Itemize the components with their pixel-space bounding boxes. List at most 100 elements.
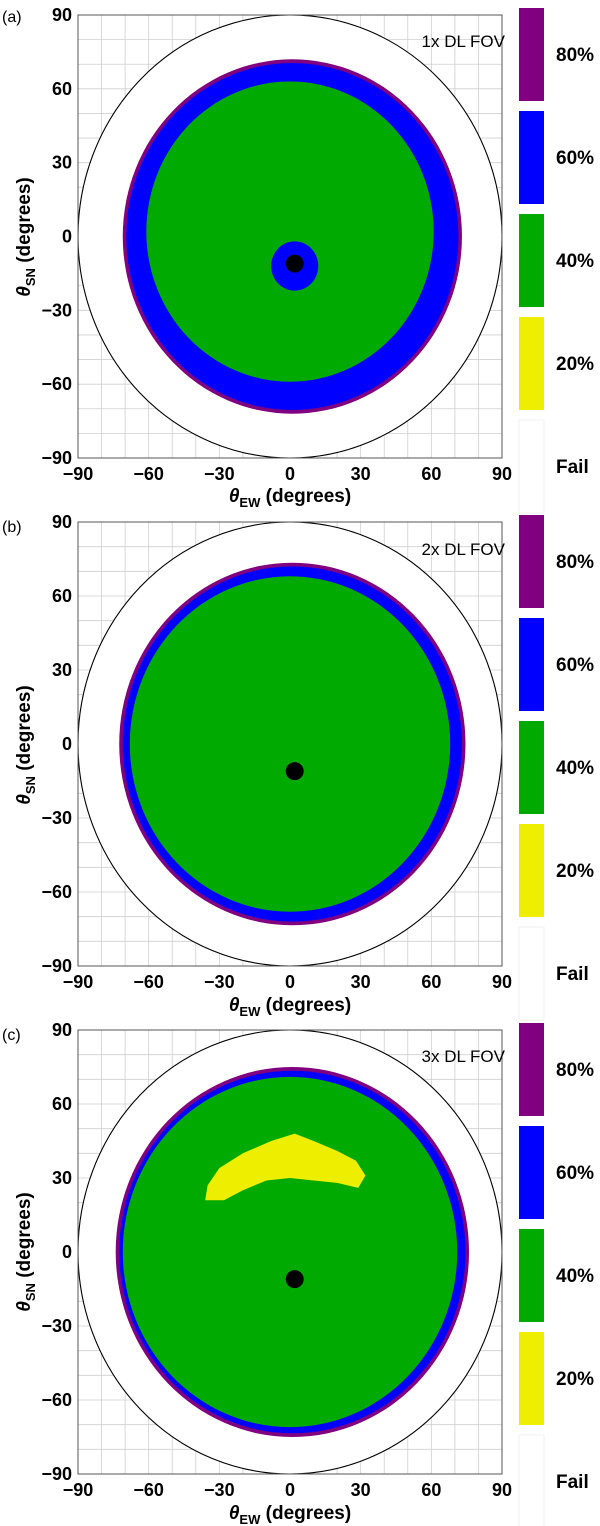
- x-tick-label: −60: [133, 464, 164, 484]
- plot-frame: [77, 521, 503, 967]
- legend-label: 20%: [556, 1369, 594, 1390]
- plot-area: [78, 522, 502, 966]
- legend-label: 20%: [556, 861, 594, 882]
- panel-a-xlabel: θEW (degrees): [229, 486, 351, 510]
- legend-swatch: [518, 1434, 545, 1526]
- y-tick-label: 30: [52, 1168, 72, 1188]
- panel-b-label: (b): [2, 519, 22, 536]
- plot-frame: [77, 14, 503, 459]
- panel-c-xlabel: θEW (degrees): [229, 1503, 351, 1526]
- x-tick-label: 30: [351, 972, 371, 992]
- y-tick-label: −30: [41, 300, 72, 320]
- legend-label: 60%: [556, 655, 594, 676]
- y-tick-label: 0: [62, 734, 72, 754]
- panel-a-label: (a): [2, 9, 22, 26]
- plot-frame: [77, 1029, 503, 1475]
- plot-area: [78, 15, 502, 458]
- legend-label: 80%: [556, 1060, 594, 1081]
- panel-b-ylabel: θSN (degrees): [14, 685, 38, 804]
- y-tick-label: 60: [52, 79, 72, 99]
- panel-b-title: 2x DL FOV: [422, 540, 506, 559]
- y-tick-label: 30: [52, 660, 72, 680]
- y-tick-label: 60: [52, 1094, 72, 1114]
- x-tick-label: 30: [351, 464, 371, 484]
- zenith-marker: [285, 762, 304, 781]
- y-tick-label: −60: [41, 374, 72, 394]
- legend-swatch: [519, 1229, 544, 1322]
- region-40pct: [122, 1076, 458, 1428]
- legend-label: 80%: [556, 552, 594, 573]
- x-tick-label: −90: [63, 972, 94, 992]
- y-tick-label: 90: [52, 1020, 72, 1040]
- panel-b-xlabel: θEW (degrees): [229, 995, 351, 1019]
- y-tick-label: −90: [41, 1464, 72, 1484]
- legend-label: 20%: [556, 354, 594, 375]
- legend-label: 40%: [556, 758, 594, 779]
- x-tick-label: 60: [421, 464, 441, 484]
- legend-swatch: [519, 515, 544, 608]
- x-tick-label: 0: [285, 972, 295, 992]
- x-tick-label: 60: [421, 1480, 441, 1500]
- x-tick-label: −30: [204, 972, 235, 992]
- legend-label: 60%: [556, 1163, 594, 1184]
- legend-swatch: [519, 824, 544, 917]
- x-tick-label: −30: [204, 1480, 235, 1500]
- panel-c-ylabel: θSN (degrees): [14, 1192, 38, 1311]
- y-tick-label: −90: [41, 956, 72, 976]
- legend-swatch: [518, 419, 545, 514]
- y-tick-label: −30: [41, 808, 72, 828]
- x-tick-label: 60: [421, 972, 441, 992]
- legend-label: Fail: [556, 1472, 589, 1493]
- panel-a-ylabel: θSN (degrees): [14, 177, 38, 296]
- y-tick-label: 30: [52, 153, 72, 173]
- legend-swatch: [519, 1126, 544, 1219]
- panel-a-plot: −90 −60 −30 0 30 60 90 90 60 30 0 −30 −60 −90: [41, 5, 512, 484]
- panel-b-plot: −90 −60 −30 0 30 60 90 90 60 30 0 −30 −60 −90: [41, 512, 512, 992]
- y-tick-label: −60: [41, 882, 72, 902]
- y-tick-label: 0: [62, 227, 72, 247]
- panel-b: (b) −90 −60 −30 0 30 60 90 90 60 30 0 −30 −60 −90 2x …: [2, 512, 512, 1019]
- legend-c: 80% 60% 40% 20% Fail: [518, 1023, 594, 1526]
- region-40pct: [146, 81, 434, 382]
- legend-b: 80% 60% 40% 20% Fail: [518, 515, 594, 1021]
- region-20pct: [205, 1133, 366, 1201]
- legend-label: Fail: [556, 964, 589, 985]
- legend-swatch: [519, 317, 544, 410]
- legend-swatch: [519, 111, 544, 204]
- x-tick-label: 0: [285, 464, 295, 484]
- x-tick-label: −60: [133, 1480, 164, 1500]
- x-tick-label: 90: [492, 1480, 512, 1500]
- legend-swatch: [519, 1023, 544, 1116]
- x-tick-label: 90: [492, 464, 512, 484]
- panel-c-label: (c): [2, 1027, 21, 1044]
- region-40pct: [129, 576, 451, 912]
- legend-swatch: [518, 926, 545, 1021]
- legend-label: 60%: [556, 148, 594, 169]
- legend-swatch: [519, 8, 544, 101]
- y-tick-label: 60: [52, 586, 72, 606]
- x-tick-label: −30: [204, 464, 235, 484]
- y-tick-label: −90: [41, 448, 72, 468]
- legend-label: 40%: [556, 251, 594, 272]
- x-tick-label: 30: [351, 1480, 371, 1500]
- legend-a: 80% 60% 40% 20% Fail: [518, 8, 594, 514]
- y-tick-label: −60: [41, 1390, 72, 1410]
- legend-label: 40%: [556, 1266, 594, 1287]
- plot-area: [78, 1030, 502, 1474]
- x-tick-label: −90: [63, 1480, 94, 1500]
- x-tick-label: 0: [285, 1480, 295, 1500]
- panel-a-title: 1x DL FOV: [422, 32, 506, 51]
- panel-a: (a) −90 −60 −30 0 30 60 90 90 60 30 0 −30 −60 −90 1x …: [2, 5, 512, 510]
- y-tick-label: 90: [52, 512, 72, 532]
- x-tick-label: −90: [63, 464, 94, 484]
- legend-swatch: [519, 721, 544, 814]
- y-tick-label: −30: [41, 1316, 72, 1336]
- legend-swatch: [519, 214, 544, 307]
- legend-swatch: [519, 1332, 544, 1425]
- panel-c: (c) −90 −60 −30 0 30 60 90 90 60 30 0 −30 −60 −90 3x …: [2, 1020, 512, 1526]
- legend-swatch: [519, 618, 544, 711]
- legend-label: Fail: [556, 457, 589, 478]
- x-tick-label: −60: [133, 972, 164, 992]
- panel-c-plot: −90 −60 −30 0 30 60 90 90 60 30 0 −30 −60 −90: [41, 1020, 512, 1500]
